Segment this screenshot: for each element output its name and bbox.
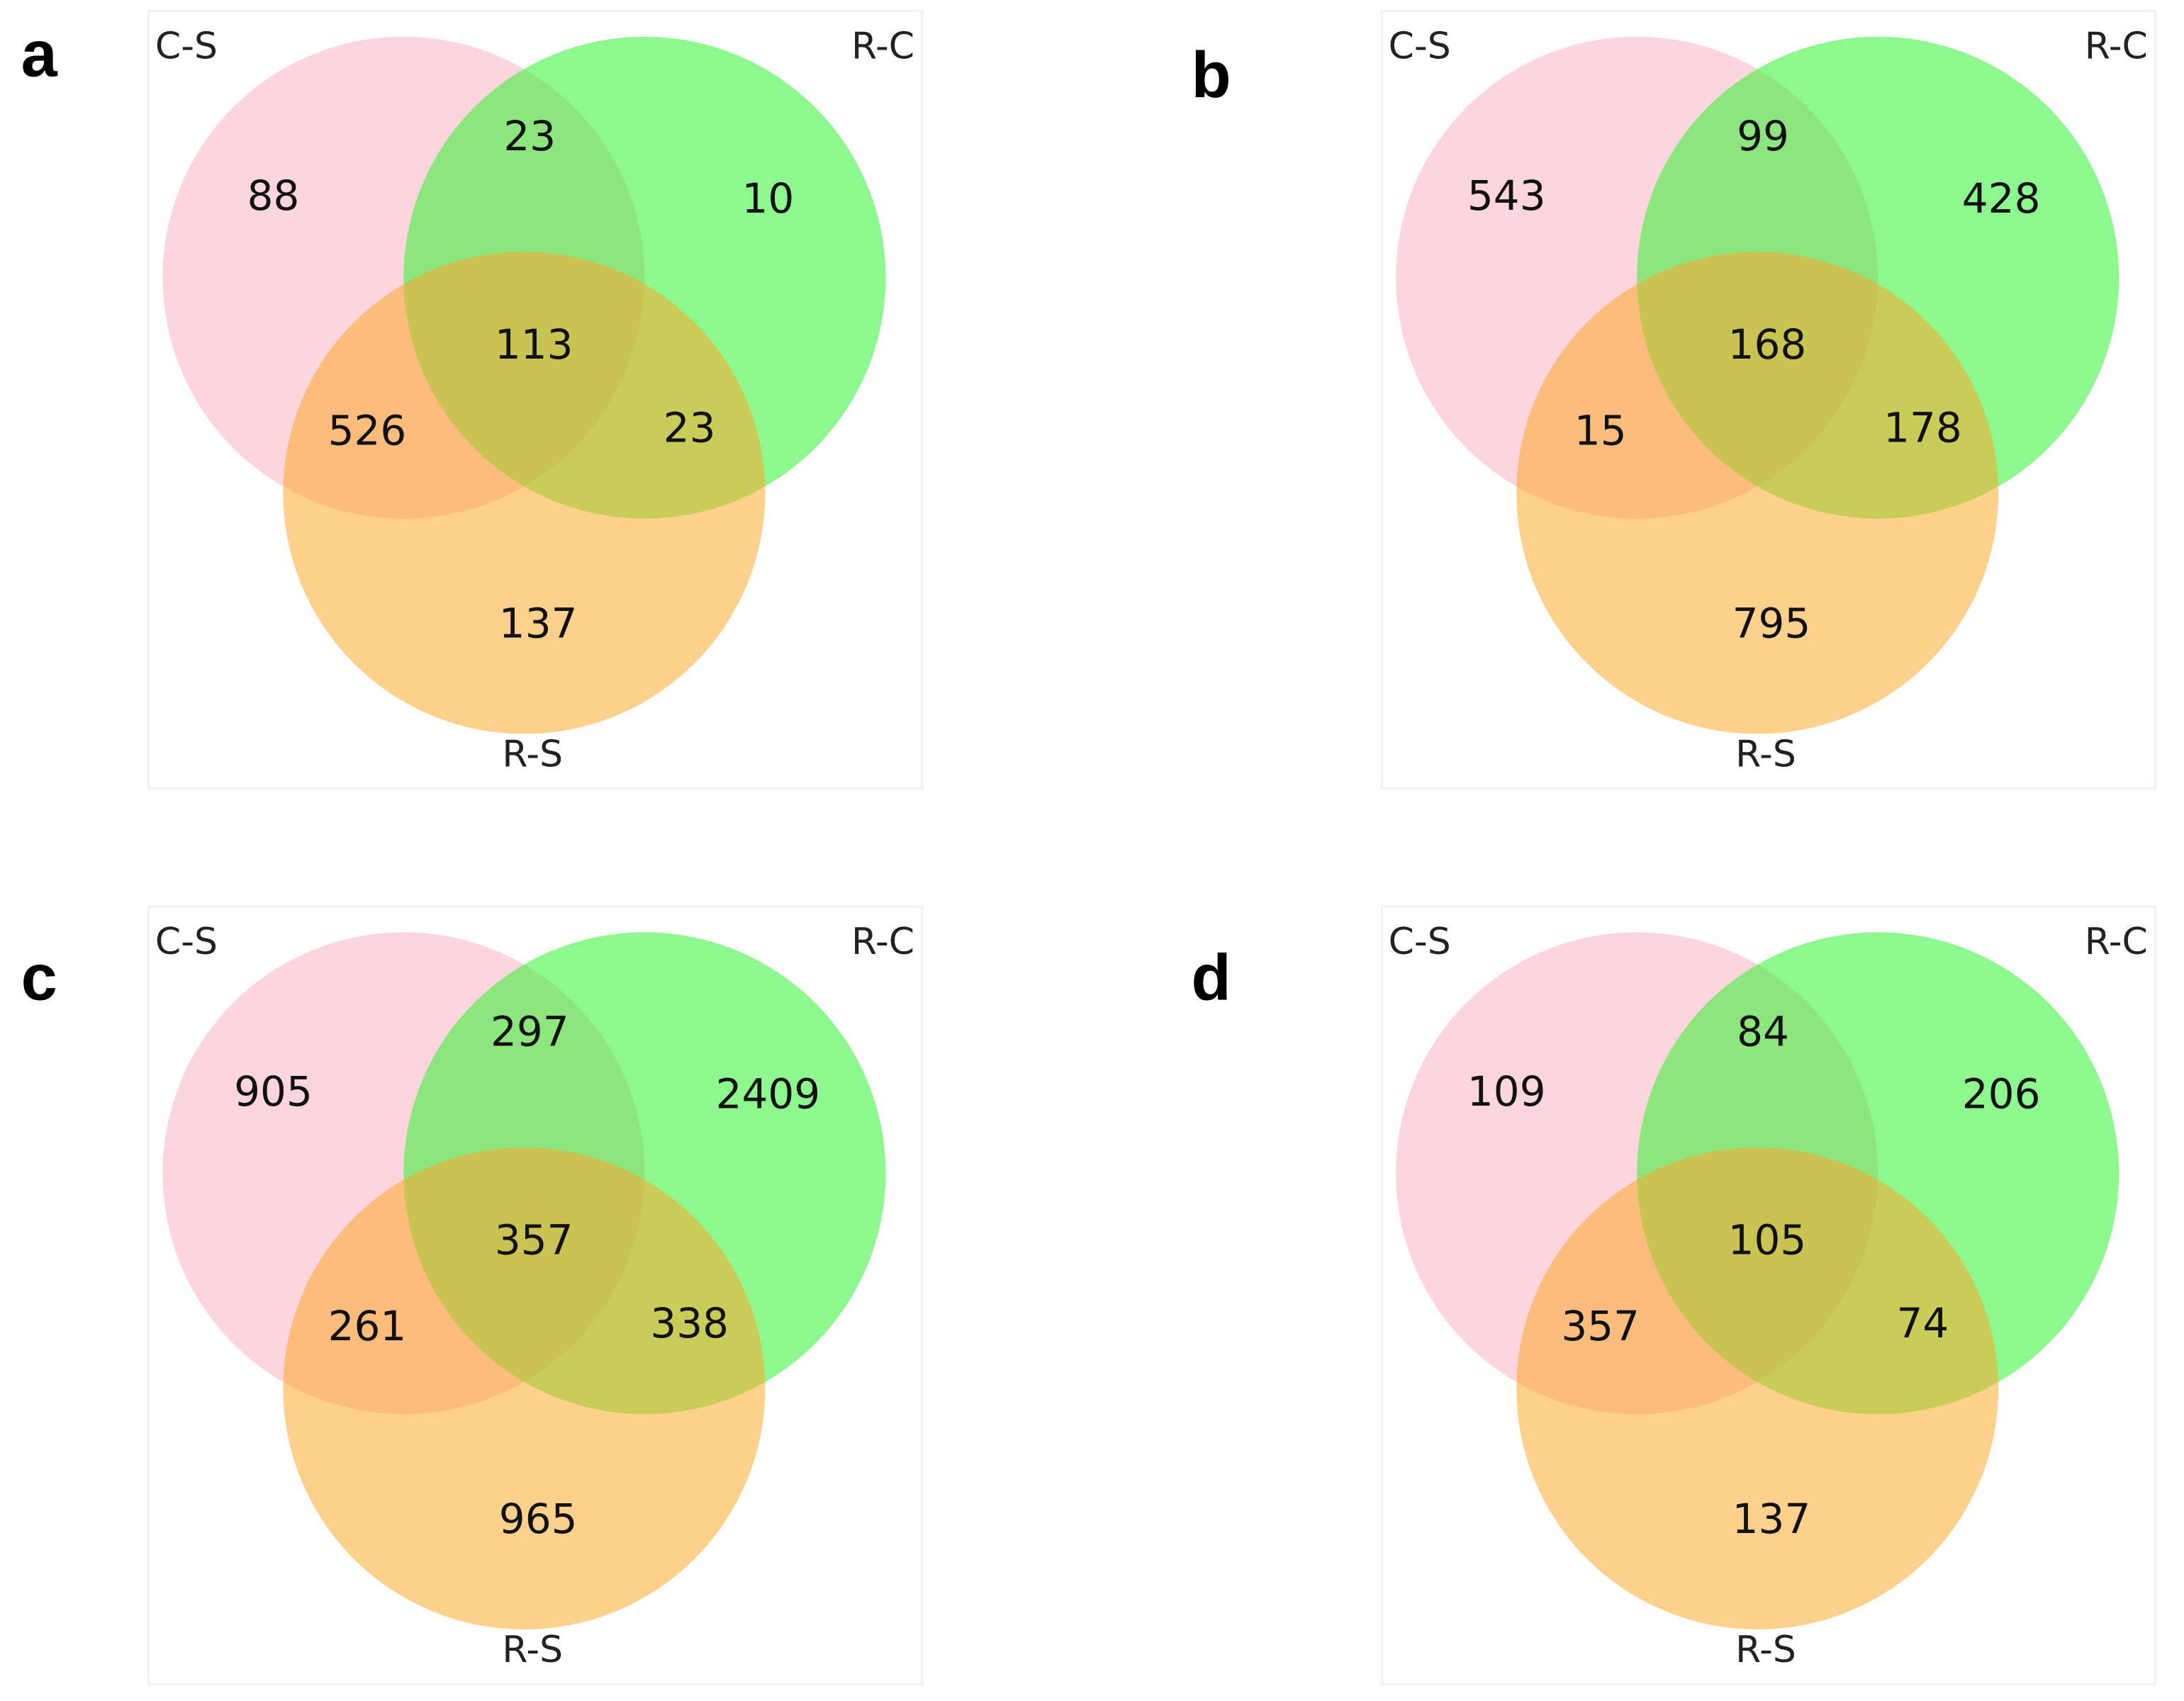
set-label-c-s: C-S — [155, 25, 218, 67]
region-count-all: 168 — [1728, 320, 1807, 369]
circle-r-s — [283, 252, 766, 734]
region-count-all: 357 — [495, 1216, 573, 1264]
region-count-rs-only: 795 — [1732, 600, 1811, 648]
panel-letter: c — [21, 941, 57, 1014]
region-count-all: 105 — [1728, 1216, 1807, 1264]
region-count-cs-rs: 261 — [328, 1302, 407, 1350]
venn-panel-c: c C-S R-C R-S 905 2409 965 297 261 338 357 — [21, 905, 924, 1685]
set-label-r-c: R-C — [2085, 25, 2148, 67]
circle-r-s — [1516, 1147, 1999, 1630]
region-count-cs-rs: 526 — [328, 406, 407, 454]
region-count-cs-only: 905 — [234, 1067, 313, 1116]
region-count-all: 113 — [495, 320, 573, 369]
set-label-c-s: C-S — [1389, 921, 1451, 963]
region-count-cs-rc: 297 — [491, 1008, 569, 1056]
region-count-rs-only: 137 — [499, 600, 578, 648]
set-label-c-s: C-S — [155, 921, 218, 963]
region-count-rc-only: 206 — [1962, 1070, 2041, 1118]
set-label-c-s: C-S — [1389, 25, 1451, 67]
venn-panel-b: b C-S R-C R-S 543 428 795 99 15 178 168 — [1191, 10, 2157, 790]
region-count-cs-only: 88 — [247, 172, 300, 220]
set-label-r-s: R-S — [502, 733, 563, 775]
region-count-rs-only: 965 — [499, 1495, 578, 1543]
set-label-r-s: R-S — [1735, 733, 1796, 775]
venn-panel-d: d C-S R-C R-S 109 206 137 84 357 74 105 — [1191, 905, 2157, 1685]
region-count-cs-only: 109 — [1467, 1067, 1546, 1116]
region-count-cs-rc: 99 — [1737, 112, 1789, 160]
set-label-r-c: R-C — [2085, 921, 2148, 963]
region-count-rc-only: 2409 — [716, 1070, 821, 1118]
set-label-r-s: R-S — [502, 1629, 563, 1671]
set-label-r-c: R-C — [851, 921, 914, 963]
panel-letter: b — [1191, 39, 1231, 111]
panel-letter: a — [21, 18, 58, 91]
region-count-rc-only: 10 — [741, 174, 794, 223]
panel-letter: d — [1191, 941, 1231, 1014]
circle-r-s — [1516, 252, 1999, 734]
region-count-rc-rs: 23 — [663, 403, 716, 451]
circle-r-s — [283, 1147, 766, 1630]
region-count-cs-only: 543 — [1467, 172, 1546, 220]
region-count-rs-only: 137 — [1732, 1495, 1811, 1543]
venn-panel-a: a C-S R-C R-S 88 10 137 23 526 23 113 — [21, 10, 924, 790]
region-count-rc-rs: 178 — [1883, 403, 1962, 451]
region-count-cs-rc: 84 — [1737, 1008, 1789, 1056]
region-count-rc-rs: 338 — [650, 1299, 729, 1347]
region-count-rc-only: 428 — [1962, 174, 2041, 223]
region-count-cs-rs: 15 — [1574, 406, 1627, 454]
region-count-cs-rc: 23 — [503, 112, 556, 160]
set-label-r-s: R-S — [1735, 1629, 1796, 1671]
set-label-r-c: R-C — [851, 25, 914, 67]
region-count-rc-rs: 74 — [1897, 1299, 1949, 1347]
region-count-cs-rs: 357 — [1561, 1302, 1640, 1350]
